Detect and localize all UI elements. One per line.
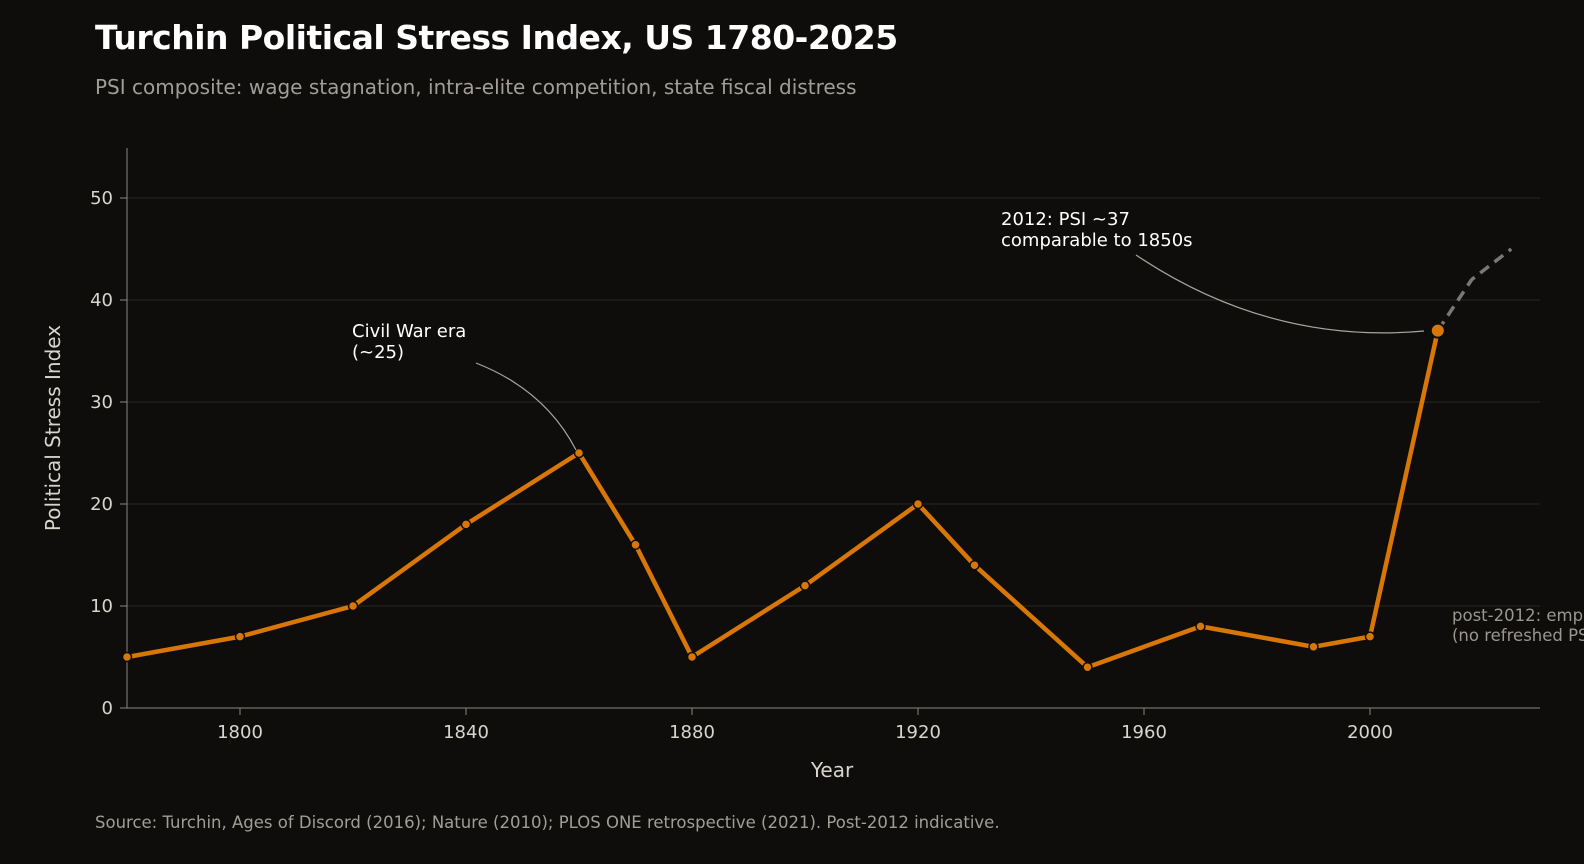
annotation-connector — [1135, 254, 1425, 334]
data-point — [1195, 621, 1206, 632]
chart-title: Turchin Political Stress Index, US 1780-… — [95, 18, 898, 57]
annotation-civil-war: Civil War era (~25) — [352, 321, 466, 363]
x-tick-label: 1800 — [217, 722, 263, 743]
y-tick-label: 50 — [90, 188, 113, 209]
axes: 0 10 20 30 40 50 1800 1840 1880 1920 1960 2000 Year P… — [41, 148, 1540, 782]
annotation-2012: 2012: PSI ~37 comparable to 1850s — [1001, 209, 1193, 251]
annotation-line: (~25) — [352, 342, 404, 363]
highlight-point — [1429, 322, 1446, 339]
annotation-connector — [475, 362, 577, 451]
annotation-line: post-2012: emp — [1452, 606, 1583, 625]
data-point — [573, 447, 585, 459]
y-tick-label: 20 — [90, 494, 113, 515]
x-tick-label: 1920 — [895, 722, 941, 743]
data-point — [799, 580, 811, 591]
annotation-line: Civil War era — [352, 321, 466, 342]
data-point — [969, 559, 980, 571]
x-tick-label: 1880 — [669, 722, 715, 743]
y-tick-label: 10 — [90, 596, 113, 617]
y-axis-title: Political Stress Index — [41, 325, 65, 531]
projection-line — [1436, 247, 1513, 332]
data-point — [347, 600, 359, 612]
x-tick-label: 1960 — [1121, 722, 1167, 743]
data-point — [686, 651, 698, 663]
annotation-line: comparable to 1850s — [1001, 230, 1193, 251]
series — [121, 247, 1513, 673]
data-point — [121, 651, 133, 663]
x-axis-title: Year — [810, 758, 854, 782]
annotation-post-2012: post-2012: emp (no refreshed PS — [1452, 606, 1584, 645]
y-tick-label: 30 — [90, 392, 113, 413]
annotation-line: (no refreshed PS — [1452, 626, 1584, 645]
y-tick-label: 0 — [102, 698, 113, 719]
chart-subtitle: PSI composite: wage stagnation, intra-el… — [95, 75, 857, 99]
source-note: Source: Turchin, Ages of Discord (2016);… — [95, 813, 1000, 832]
data-point — [1082, 661, 1093, 673]
data-point — [1308, 641, 1319, 653]
data-point — [234, 631, 246, 642]
annotation-line: 2012: PSI ~37 — [1001, 209, 1130, 230]
psi-line — [124, 328, 1441, 670]
data-point — [912, 498, 924, 510]
annotations: Civil War era (~25) 2012: PSI ~37 comparabl… — [352, 209, 1584, 645]
y-tick-label: 40 — [90, 290, 113, 311]
data-point — [460, 519, 472, 530]
x-tick-label: 1840 — [443, 722, 489, 743]
data-point — [1364, 631, 1376, 642]
data-point — [630, 539, 641, 551]
grid-lines — [127, 197, 1540, 607]
x-tick-label: 2000 — [1347, 722, 1393, 743]
